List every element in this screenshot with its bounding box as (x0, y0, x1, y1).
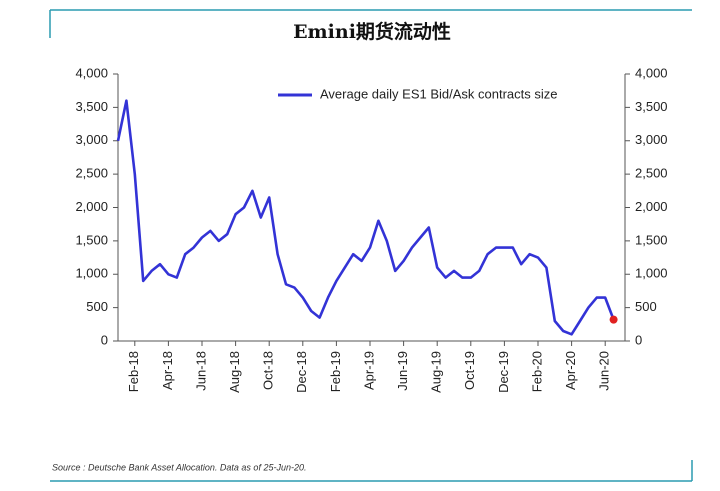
x-tick-label: Apr-20 (563, 351, 578, 390)
x-tick-label: Feb-18 (126, 351, 141, 392)
y-tick-label: 4,000 (75, 65, 108, 80)
x-tick-label: Jun-18 (193, 351, 208, 391)
x-tick-label: Feb-20 (529, 351, 544, 392)
y2-tick-label: 1,500 (635, 232, 668, 247)
x-tick-label: Dec-18 (294, 351, 309, 393)
y2-tick-label: 4,000 (635, 65, 668, 80)
y2-tick-label: 2,000 (635, 199, 668, 214)
chart-title: Emini期货流动性 (293, 20, 451, 43)
y-tick-label: 2,000 (75, 199, 108, 214)
last-point (609, 315, 618, 324)
x-tick-label: Oct-18 (261, 351, 276, 390)
y-tick-label: 3,000 (75, 132, 108, 147)
y2-tick-label: 1,000 (635, 266, 668, 281)
x-tick-label: Aug-18 (227, 351, 242, 393)
y2-tick-label: 0 (635, 332, 642, 347)
y-tick-label: 3,500 (75, 99, 108, 114)
y2-tick-label: 3,500 (635, 99, 668, 114)
y2-tick-label: 2,500 (635, 166, 668, 181)
x-tick-label: Jun-19 (395, 351, 410, 391)
x-tick-label: Oct-19 (462, 351, 477, 390)
y-tick-label: 1,500 (75, 232, 108, 247)
x-tick-label: Jun-20 (597, 351, 612, 391)
x-tick-label: Feb-19 (328, 351, 343, 392)
x-tick-label: Apr-18 (160, 351, 175, 390)
source-note: Source : Deutsche Bank Asset Allocation.… (52, 462, 306, 472)
x-tick-label: Dec-19 (496, 351, 511, 393)
y-tick-label: 1,000 (75, 266, 108, 281)
legend-label: Average daily ES1 Bid/Ask contracts size (320, 86, 558, 101)
series-line (116, 99, 615, 336)
x-tick-label: Aug-19 (429, 351, 444, 393)
y-tick-label: 2,500 (75, 166, 108, 181)
y-tick-label: 0 (101, 332, 108, 347)
x-tick-label: Apr-19 (361, 351, 376, 390)
y2-tick-label: 3,000 (635, 132, 668, 147)
y2-tick-label: 500 (635, 299, 657, 314)
y-tick-label: 500 (86, 299, 108, 314)
